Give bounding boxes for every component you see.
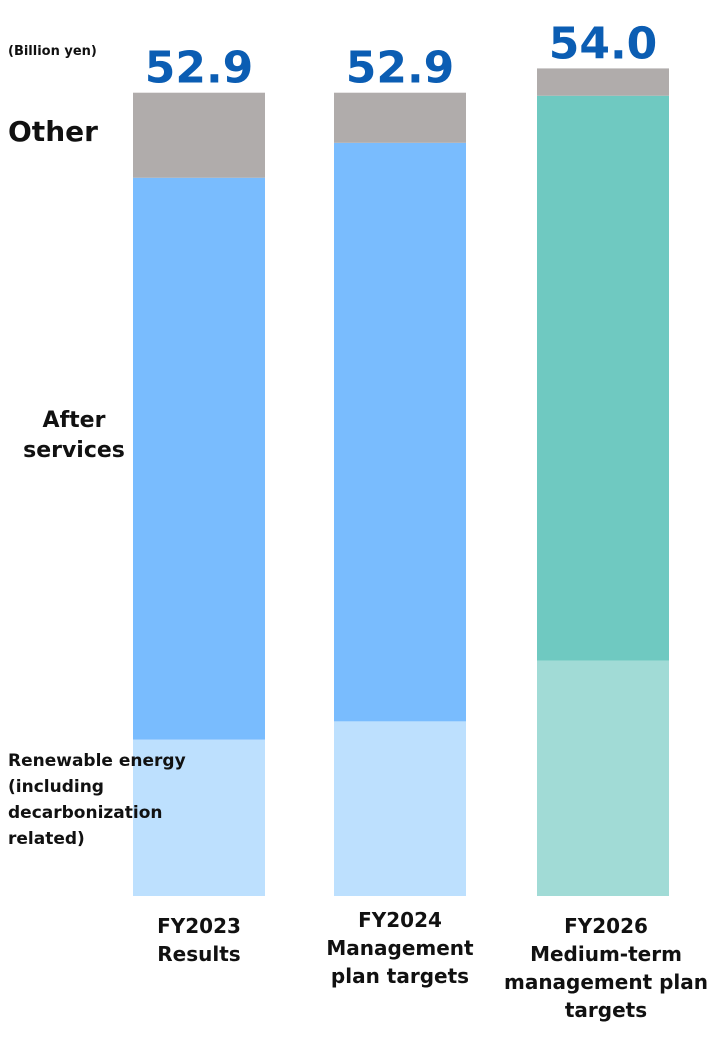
- segment-label-after-services: After services: [23, 408, 125, 463]
- bar-total-label: 54.0: [549, 18, 658, 69]
- category-label-line: FY2023: [157, 914, 241, 938]
- segment-label-other: Other: [8, 115, 98, 148]
- category-label-fy2023: FY2023 Results: [132, 912, 266, 968]
- bar-total-label: 52.9: [346, 43, 455, 94]
- category-label-line: targets: [564, 998, 648, 1022]
- category-label-line: management plan: [503, 970, 709, 994]
- category-label-line: FY2026: [564, 914, 648, 938]
- unit-label: (Billion yen): [8, 44, 97, 59]
- category-label-fy2026: FY2026 Medium-term management plan targe…: [488, 912, 724, 1024]
- bar-total-label: 52.9: [145, 43, 254, 94]
- bar-segment-other: [133, 92, 265, 178]
- category-label-line: Medium-term: [530, 942, 682, 966]
- segment-label-renewable: Renewable energy (including decarbonizat…: [8, 751, 186, 849]
- bar-segment-other: [537, 68, 669, 96]
- bar-segment-after-services: [133, 177, 265, 740]
- bar-segment-after-services: [537, 95, 669, 661]
- bar-segment-renewable: [334, 721, 466, 896]
- bar-segment-after-services: [334, 142, 466, 722]
- bar-segment-renewable: [133, 739, 265, 896]
- category-label-fy2024: FY2024 Management plan targets: [290, 906, 510, 990]
- category-label-line: Management: [326, 936, 474, 960]
- category-label-line: plan targets: [330, 964, 470, 988]
- category-label-line: FY2024: [358, 908, 442, 932]
- bar-segment-other: [334, 92, 466, 143]
- category-label-line: Results: [157, 942, 241, 966]
- bar-segment-renewable: [537, 660, 669, 896]
